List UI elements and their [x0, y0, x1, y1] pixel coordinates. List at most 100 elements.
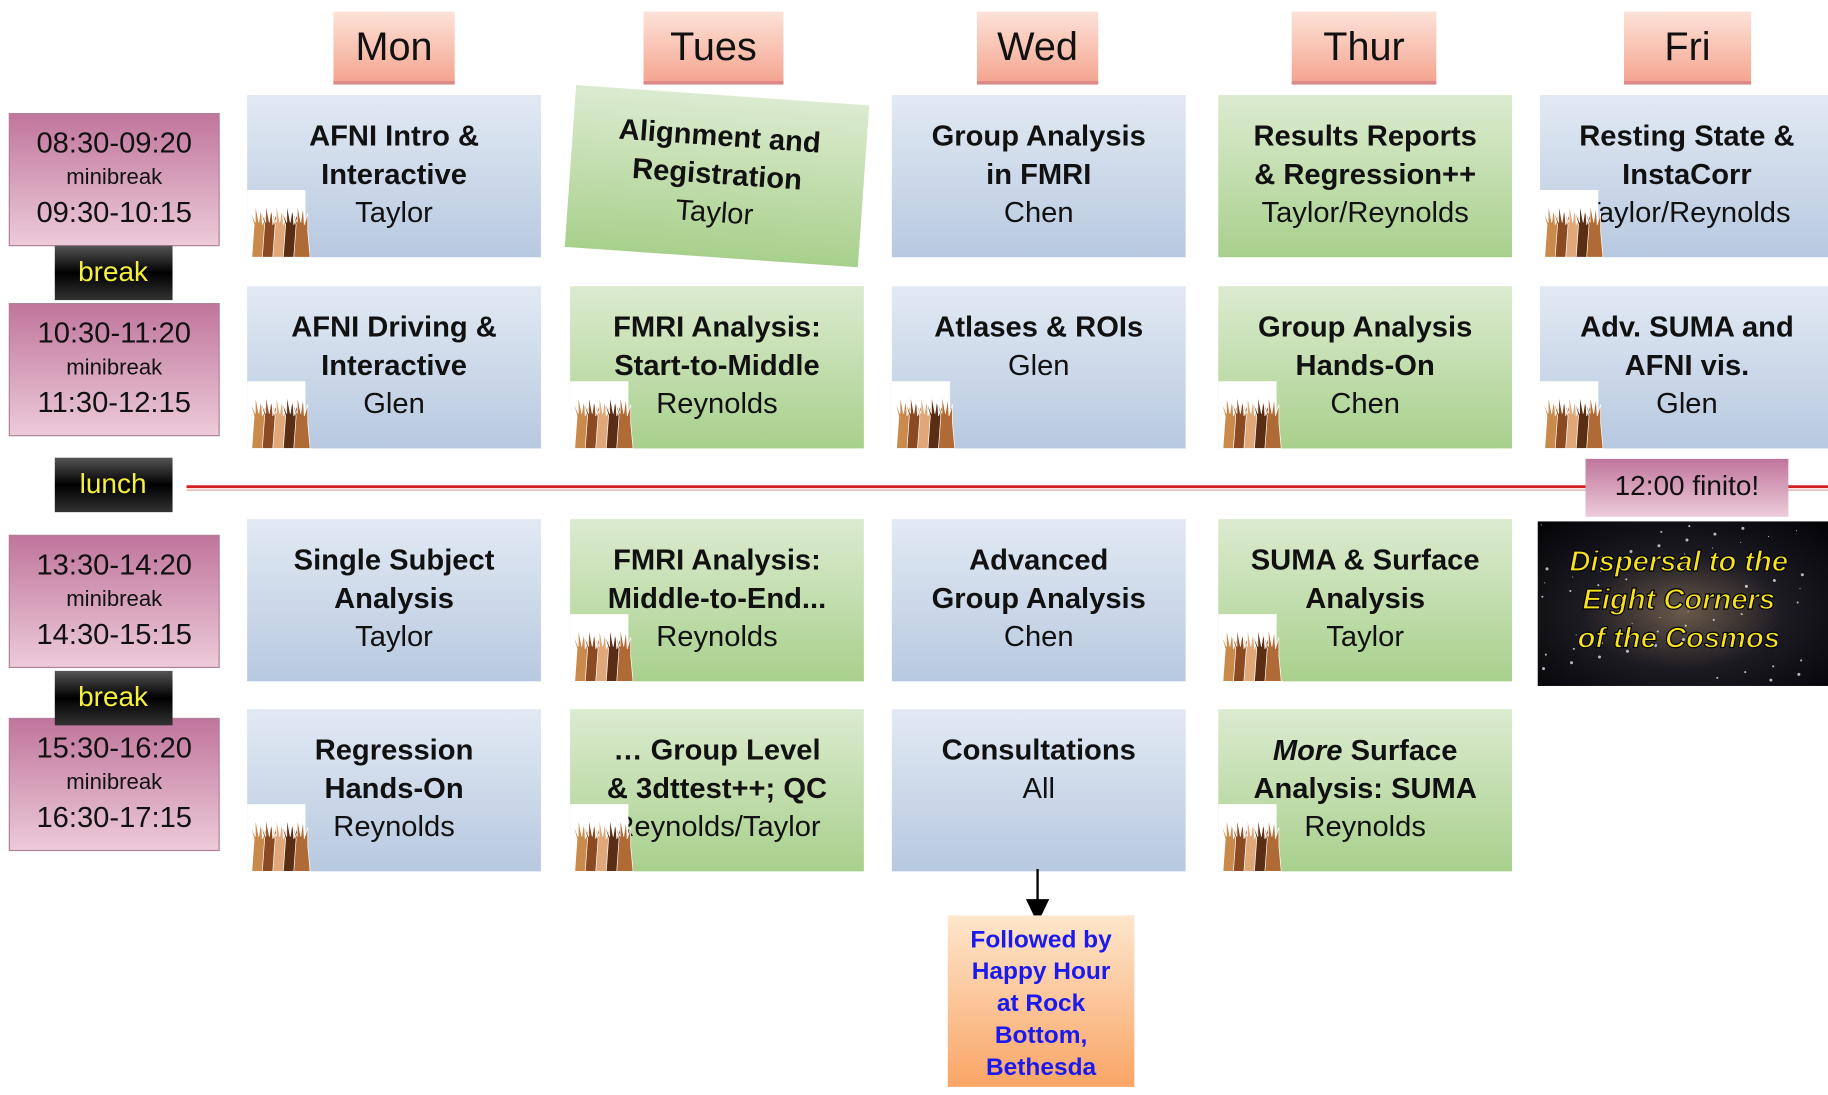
hand [291, 395, 311, 449]
session-title: Start-to-Middle [614, 350, 820, 382]
star [1712, 547, 1714, 549]
star [1597, 584, 1600, 587]
session-title: Adv. SUMA and [1580, 312, 1794, 344]
star [1715, 605, 1717, 607]
hands-icon [570, 614, 634, 682]
session-title: Atlases & ROIs [934, 312, 1143, 344]
time-mid: minibreak [66, 354, 163, 379]
session-box [891, 709, 1186, 872]
time-mid: minibreak [66, 586, 163, 611]
session-title: Middle-to-End... [608, 583, 826, 615]
hand [614, 817, 634, 872]
star [1660, 530, 1663, 533]
session-title: Analysis [334, 583, 454, 615]
session: Atlases & ROIs Glen [891, 286, 1186, 449]
break-label: lunch [80, 468, 147, 499]
star [1603, 628, 1605, 630]
hands-icon [891, 381, 956, 449]
hand [291, 203, 311, 258]
session-presenter: Chen [1004, 621, 1074, 653]
star [1659, 617, 1661, 619]
time-end: 14:30-15:15 [36, 619, 192, 651]
session: Regression Hands-On Reynolds [247, 709, 541, 872]
session-presenter: Taylor/Reynolds [1262, 197, 1469, 229]
day-header [1291, 11, 1437, 84]
session-title: Single Subject [294, 545, 495, 577]
time-mid: minibreak [66, 769, 163, 794]
break-box [54, 670, 173, 726]
day-header-shadow [1291, 81, 1437, 85]
session-title: FMRI Analysis: [613, 312, 821, 344]
dispersal-box [1537, 521, 1828, 686]
session-box [247, 519, 541, 682]
star [1712, 618, 1715, 621]
star [1656, 630, 1659, 633]
star [1687, 611, 1689, 613]
day-header-shadow [1623, 81, 1752, 85]
session-presenter: Glen [1656, 388, 1718, 420]
time-mid: minibreak [66, 164, 163, 189]
session-title: Group Analysis [1258, 312, 1472, 344]
happy-hour-text: Bottom, [995, 1022, 1087, 1049]
star [1716, 676, 1719, 679]
day-label: Tues [670, 25, 757, 69]
session-box [891, 95, 1186, 258]
star [1600, 642, 1603, 645]
star [1800, 573, 1804, 577]
session-presenter: Reynolds [333, 811, 454, 843]
session-title: Regression [315, 735, 474, 767]
star [1628, 564, 1630, 567]
star [1744, 584, 1748, 588]
session-box [1218, 95, 1513, 258]
hand [1262, 817, 1282, 872]
session-box [891, 519, 1186, 682]
title-rest: Surface [1351, 735, 1458, 767]
star [1572, 576, 1574, 578]
session-title: Interactive [321, 350, 467, 382]
star [1600, 570, 1602, 572]
title-italic: More [1273, 735, 1343, 767]
star [1684, 553, 1686, 555]
day-header-shadow [976, 81, 1099, 85]
star [1684, 624, 1687, 627]
session-presenter: Taylor [675, 194, 755, 231]
session-presenter: Glen [363, 388, 425, 420]
hands-icon [1540, 190, 1604, 258]
session-presenter: All [1023, 773, 1055, 805]
day-header-shadow [643, 81, 784, 85]
hands-icon [1218, 614, 1282, 682]
happy-hour-text: Bethesda [986, 1054, 1097, 1081]
session-title: FMRI Analysis: [613, 545, 821, 577]
happy-hour-text: Followed by [970, 926, 1112, 953]
session-title: & 3dttest++; QC [607, 773, 827, 805]
star [1628, 636, 1631, 639]
day-label: Wed [997, 25, 1078, 69]
dispersal-text: of the Cosmos [1578, 622, 1780, 654]
star [1681, 638, 1685, 642]
session: Advanced Group Analysis Chen [891, 519, 1186, 682]
star [1743, 599, 1745, 601]
star [1740, 613, 1743, 616]
day-header [1623, 11, 1752, 84]
session-title: & Regression++ [1254, 159, 1476, 191]
happy-hour-text: at Rock [997, 990, 1086, 1017]
hands-icon [1218, 381, 1282, 449]
star [1657, 544, 1661, 548]
star [1771, 593, 1773, 596]
session-presenter: Taylor/Reynolds [1583, 197, 1790, 229]
arrow-head [1025, 899, 1050, 924]
star [1713, 532, 1717, 536]
time-start: 08:30-09:20 [36, 128, 192, 160]
hands-icon [1218, 804, 1282, 872]
star [1772, 579, 1776, 583]
star [1629, 550, 1633, 554]
day-header [643, 11, 784, 84]
star [1573, 561, 1577, 565]
day-header [333, 11, 455, 84]
star [1772, 665, 1775, 668]
session-presenter: Chen [1330, 388, 1400, 420]
session-presenter: Taylor [355, 197, 433, 229]
hand [1262, 395, 1282, 449]
session-title: Resting State & [1579, 121, 1794, 153]
session-presenter: Reynolds [656, 621, 777, 653]
